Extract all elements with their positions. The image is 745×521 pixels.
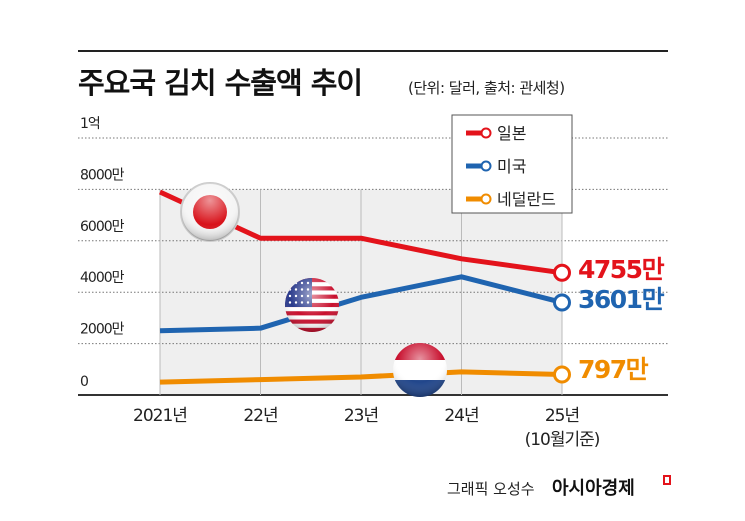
end-value-label: 4755만 [578,255,665,284]
flag-gloss [393,343,447,397]
chart-title: 주요국 김치 수출액 추이 [78,66,362,100]
flag-gloss [181,183,239,241]
y-tick-label: 1억 [80,116,100,132]
y-tick-label: 0 [80,374,88,390]
data-point-end [555,265,570,280]
x-tick-label: 25년 [545,406,579,426]
brand-logo: 아시아경제 [552,478,635,499]
legend-label: 일본 [497,124,526,143]
plot-area: 0 2000만 4000만 6000만 8000만 1억 2021년 22년 23년 24년 25년… [78,116,668,450]
y-tick-label: 4000만 [80,270,125,286]
x-tick-label: 23년 [344,406,378,426]
brand-mark-icon [664,476,670,484]
end-value-label: 797만 [578,355,649,384]
x-tick-label: 22년 [243,406,277,426]
y-tick-label: 2000만 [80,322,125,338]
data-point-end [555,367,570,382]
legend-label: 네덜란드 [497,190,556,209]
y-tick-label: 6000만 [80,219,125,235]
legend-marker [482,129,491,138]
legend-marker [482,195,491,204]
x-tick-sublabel: (10월기준) [525,430,600,450]
data-point-end [555,295,570,310]
end-value-label: 3601만 [578,285,665,314]
x-tick-label: 2021년 [133,406,187,426]
chart-subtitle: (단위: 달러, 출처: 관세청) [408,79,565,97]
credit-text: 그래픽 오성수 [447,480,535,498]
x-tick-label: 24년 [444,406,478,426]
legend-marker [482,162,491,171]
legend-label: 미국 [497,157,526,176]
flag-gloss [285,278,339,332]
y-tick-label: 8000만 [80,167,125,183]
